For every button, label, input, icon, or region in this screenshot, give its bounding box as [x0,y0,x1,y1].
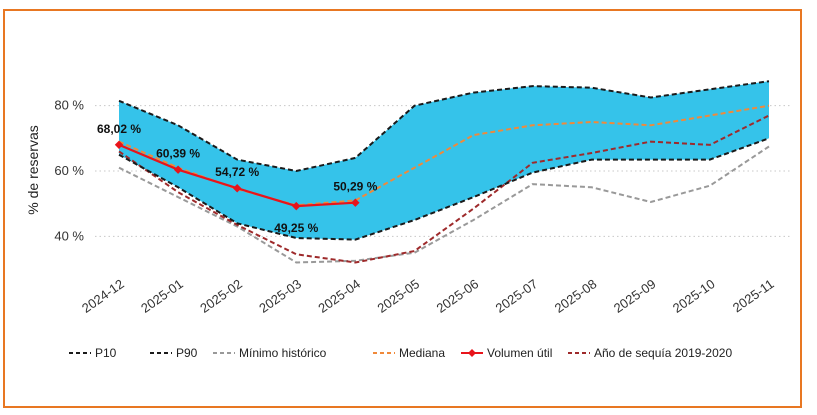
series-lines [114,80,770,264]
x-tick-label: 2025-03 [256,276,304,316]
legend-label: P90 [176,346,198,360]
x-tick-label: 2025-07 [493,276,541,316]
series-line-minimo-historico [118,145,770,264]
x-tick-label: 2025-10 [670,276,718,316]
legend-label: Año de sequía 2019-2020 [594,346,732,360]
y-tick-label: 60 % [54,163,84,178]
x-tick-label: 2025-11 [730,276,777,315]
data-point-marker [232,184,242,193]
x-tick-label: 2025-01 [138,276,186,316]
legend-label: Mínimo histórico [239,346,327,360]
data-label: 68,02 % [97,122,141,136]
y-axis-label: % de reservas [25,125,41,214]
band-area [119,81,769,240]
x-tick-label: 2025-08 [552,276,600,316]
legend: P10 P90 Mínimo histórico Mediana Volumen úti… [69,346,732,360]
legend-label: P10 [95,346,117,360]
x-tick-label: 2025-09 [611,276,659,316]
y-tick-label: 80 % [54,98,84,113]
series-line-p10 [118,80,770,173]
data-label: 54,72 % [215,165,259,179]
data-point-marker [292,201,301,211]
legend-item: Año de sequía 2019-2020 [568,346,732,360]
x-tick-label: 2025-06 [434,276,482,316]
series-line-ano-de-sequia-2019-2020 [118,114,770,264]
legend-item: P10 [69,346,117,360]
data-point-marker [351,198,360,207]
x-tick-label: 2025-02 [197,276,245,316]
x-tick-label: 2025-04 [315,276,363,316]
data-label: 50,29 % [333,180,377,194]
legend-marker [468,349,476,357]
y-tick-label: 40 % [54,228,84,243]
p10-p90-band [119,81,769,240]
data-point-marker [173,165,183,174]
legend-item: Mínimo histórico [213,346,327,360]
data-label: 49,25 % [274,221,318,235]
legend-item: Mediana [373,346,445,360]
legend-item: P90 [150,346,198,360]
legend-item: Volumen útil [461,346,552,360]
x-tick-label: 2025-05 [374,276,422,316]
data-label: 60,39 % [156,147,200,161]
legend-label: Mediana [399,346,445,360]
data-labels: 68,02 % 60,39 % 54,72 % 49,25 % 50,29 % [97,122,378,235]
legend-label: Volumen útil [487,346,552,360]
x-tick-label: 2024-12 [79,276,127,316]
data-point-marker [114,140,124,150]
